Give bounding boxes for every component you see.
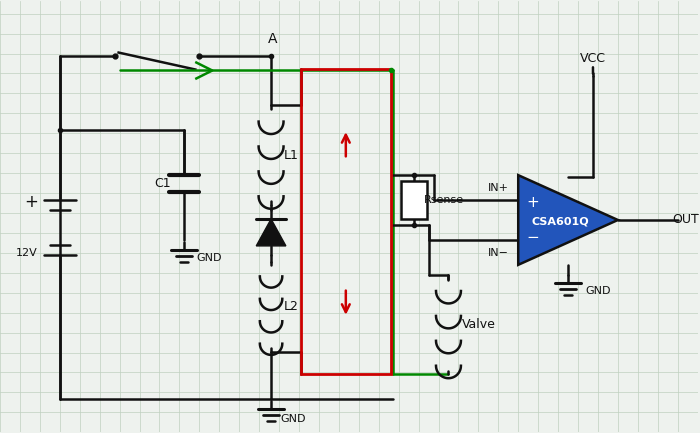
Text: VCC: VCC bbox=[580, 52, 606, 65]
Text: OUT: OUT bbox=[672, 213, 699, 226]
Text: IN+: IN+ bbox=[488, 183, 509, 193]
Text: A: A bbox=[268, 32, 278, 45]
Polygon shape bbox=[518, 175, 618, 265]
Bar bbox=[301, 68, 391, 375]
Text: 12V: 12V bbox=[16, 248, 38, 258]
Text: GND: GND bbox=[280, 414, 306, 424]
Polygon shape bbox=[256, 219, 286, 246]
Text: L1: L1 bbox=[284, 149, 298, 162]
Text: Valve: Valve bbox=[461, 318, 496, 331]
Text: CSA601Q: CSA601Q bbox=[531, 217, 589, 227]
Text: GND: GND bbox=[585, 286, 610, 296]
Text: IN−: IN− bbox=[488, 248, 509, 258]
Text: +: + bbox=[527, 194, 540, 210]
Bar bbox=[400, 181, 426, 219]
Text: GND: GND bbox=[197, 253, 222, 263]
Text: +: + bbox=[24, 193, 38, 211]
Text: Rsense: Rsense bbox=[424, 195, 463, 205]
Text: C1: C1 bbox=[154, 177, 171, 190]
Text: −: − bbox=[527, 230, 540, 246]
Text: L2: L2 bbox=[284, 300, 298, 313]
